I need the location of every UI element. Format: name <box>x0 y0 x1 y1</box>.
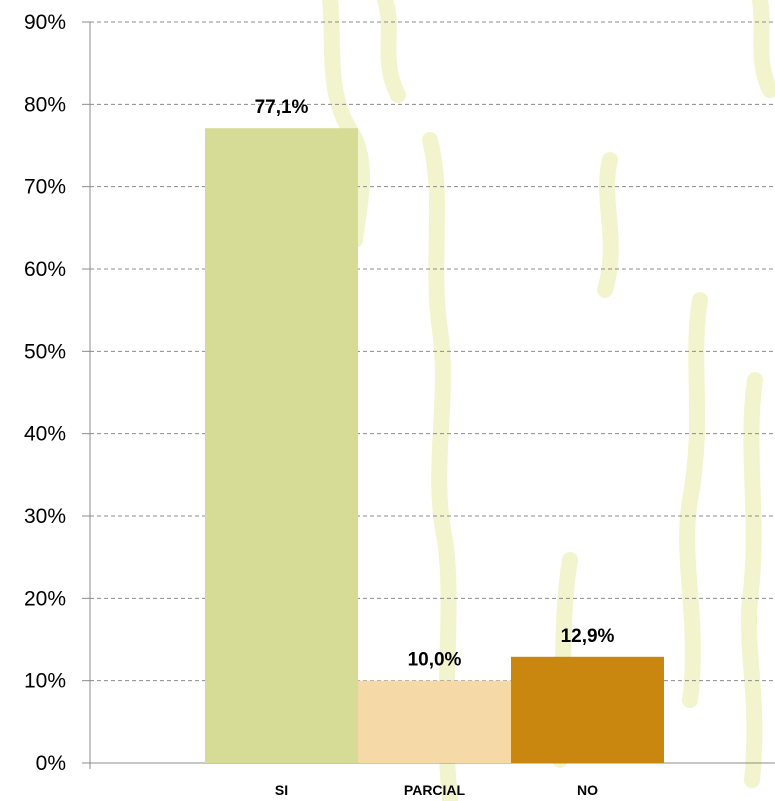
y-tick-label: 50% <box>24 340 66 363</box>
watermark-stalk <box>422 132 458 801</box>
y-tick-label: 90% <box>24 11 66 34</box>
bar-no <box>511 656 664 763</box>
category-label-no: NO <box>577 782 598 798</box>
bar-parcial <box>358 680 511 763</box>
y-tick-label: 80% <box>24 93 66 116</box>
data-labels: 77,1% 10,0% 12,9% <box>255 97 615 670</box>
watermark-stalk <box>597 152 619 298</box>
data-label-parcial: 10,0% <box>408 650 462 671</box>
data-label-si: 77,1% <box>255 97 309 118</box>
watermark-stalk <box>679 292 708 708</box>
y-tick-label: 60% <box>24 258 66 281</box>
background-watermark <box>322 0 775 801</box>
y-tick-label: 40% <box>24 423 66 446</box>
gridlines <box>82 21 775 764</box>
x-axis-category-labels: SI PARCIAL NO <box>275 782 598 798</box>
bar-si <box>205 128 358 763</box>
y-tick-label: 10% <box>24 670 66 693</box>
watermark-stalk <box>377 0 406 103</box>
watermark-stalk <box>752 0 775 98</box>
data-label-no: 12,9% <box>561 626 615 647</box>
y-axis-tick-labels: 0% 10% 20% 30% 40% 50% 60% 70% 80% 90% <box>24 11 66 775</box>
category-label-si: SI <box>275 782 288 798</box>
y-tick-label: 70% <box>24 176 66 199</box>
y-tick-label: 0% <box>36 752 66 775</box>
y-tick-label: 30% <box>24 505 66 528</box>
watermark-stalk <box>740 372 763 788</box>
bars <box>205 128 664 763</box>
y-tick-label: 20% <box>24 587 66 610</box>
category-label-parcial: PARCIAL <box>404 782 466 798</box>
